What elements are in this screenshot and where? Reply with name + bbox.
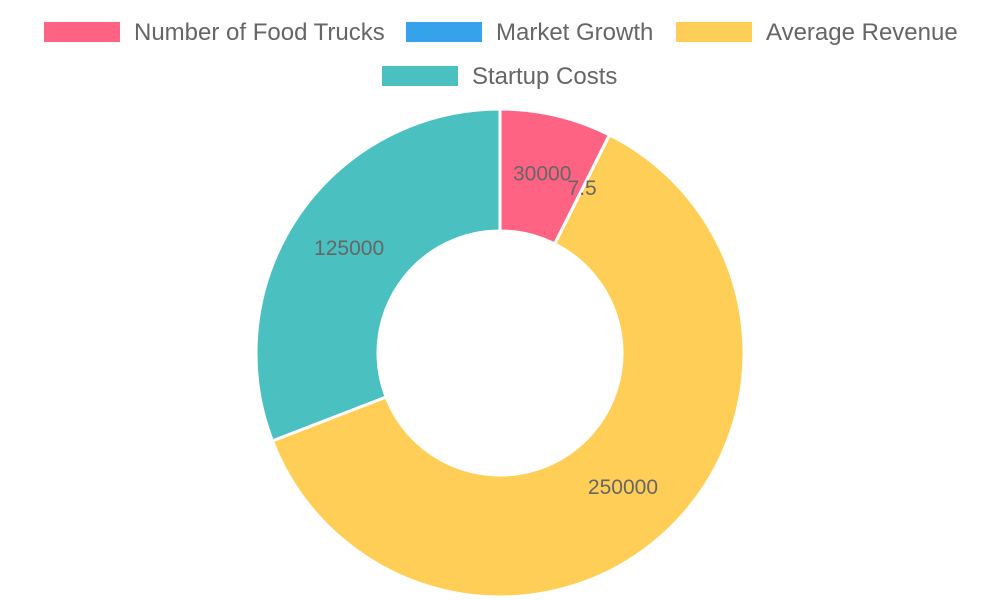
legend-swatch-startup-costs <box>382 66 458 86</box>
legend-item-startup-costs[interactable]: Startup Costs <box>382 63 617 90</box>
legend-label-average-revenue: Average Revenue <box>766 19 958 46</box>
slice-startup-costs[interactable] <box>254 107 502 443</box>
data-label-average-revenue: 250000 <box>588 476 658 499</box>
data-label-market-growth: 7.5 <box>568 177 597 200</box>
legend-swatch-market-growth <box>406 22 482 42</box>
legend-label-startup-costs: Startup Costs <box>472 63 617 90</box>
legend-swatch-number-of-food-trucks <box>44 22 120 42</box>
data-label-number-of-food-trucks: 30000 <box>513 162 571 185</box>
legend-label-number-of-food-trucks: Number of Food Trucks <box>134 19 385 46</box>
legend-label-market-growth: Market Growth <box>496 19 653 46</box>
legend-item-number-of-food-trucks[interactable]: Number of Food Trucks <box>44 19 385 46</box>
slice-average-revenue[interactable] <box>270 133 746 599</box>
slices <box>254 107 746 599</box>
legend: Number of Food Trucks Market Growth Averag… <box>44 19 958 90</box>
legend-item-average-revenue[interactable]: Average Revenue <box>676 19 958 46</box>
legend-item-market-growth[interactable]: Market Growth <box>406 19 653 46</box>
data-label-startup-costs: 125000 <box>314 237 384 260</box>
legend-swatch-average-revenue <box>676 22 752 42</box>
